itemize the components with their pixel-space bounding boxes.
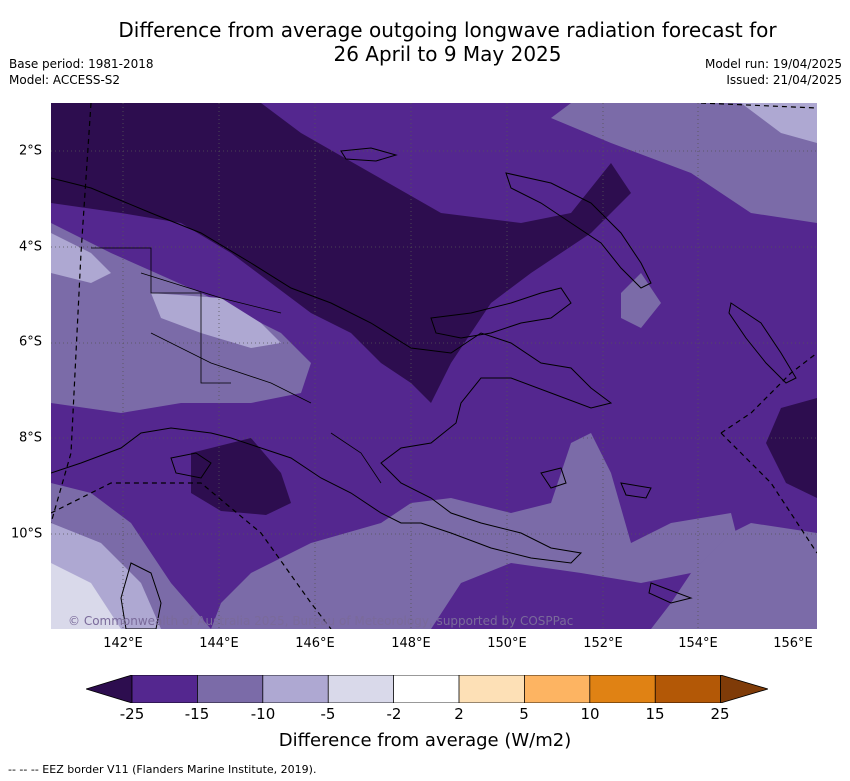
borders	[91, 247, 382, 484]
cb-label-25: 25	[710, 705, 730, 723]
map-panel	[51, 103, 817, 629]
contour-deep-south	[191, 438, 291, 515]
border-4	[330, 432, 382, 484]
model-run: Model run: 19/04/2025	[704, 57, 842, 71]
copyright-notice: © Commonwealth of Australia 2025, Bureau…	[68, 614, 574, 628]
x-tick-152: 152°E	[583, 636, 623, 651]
cb-label-m5: -5	[320, 705, 336, 723]
y-tick-10s: 10°S	[11, 526, 43, 542]
manus-coast	[340, 147, 398, 162]
x-tick-142: 142°E	[103, 636, 143, 651]
contour-se-patch	[651, 523, 817, 629]
colorbar-bin-5-10	[524, 675, 590, 703]
colorbar-dividers	[197, 675, 656, 703]
fly-delta	[170, 452, 212, 479]
map-title: Difference from average outgoing longwav…	[60, 18, 835, 66]
eez-east-2	[720, 432, 817, 554]
eez-south	[51, 482, 332, 629]
colorbar-bin-5-2	[328, 675, 394, 703]
colorbar-frame	[131, 675, 721, 703]
border-3	[150, 332, 312, 404]
new-britain-coast	[430, 287, 572, 339]
colorbar-bin-10-5	[262, 675, 329, 703]
cb-label-m10: -10	[250, 705, 276, 723]
x-tick-156: 156°E	[773, 636, 813, 651]
footer-note: -- -- -- EEZ border V11 (Flanders Marine…	[8, 763, 317, 776]
eez-borders	[51, 103, 817, 629]
y-tick-6s: 6°S	[19, 334, 43, 350]
cb-label-2: 2	[454, 705, 464, 723]
issued-date: Issued: 21/04/2025	[726, 73, 842, 87]
x-tick-144: 144°E	[199, 636, 239, 651]
new-guinea-coast	[51, 177, 613, 564]
colorbar-extend-high	[720, 675, 768, 703]
model-name: Model: ACCESS-S2	[9, 73, 121, 87]
colorbar-bin-10-15	[589, 675, 656, 703]
y-tick-2s: 2°S	[19, 143, 43, 159]
x-tick-150: 150°E	[487, 636, 527, 651]
contour-sw-palest	[51, 563, 121, 629]
eez-east	[720, 352, 817, 434]
louisiade-islands	[648, 582, 693, 604]
title-line-2: 26 April to 9 May 2025	[333, 42, 562, 66]
eez-ne	[700, 103, 817, 109]
cb-label-15: 15	[645, 705, 665, 723]
cb-label-10: 10	[580, 705, 600, 723]
base-period: Base period: 1981-2018	[9, 57, 154, 71]
solomon-island-1	[540, 467, 567, 489]
cb-label-5: 5	[519, 705, 529, 723]
title-line-1: Difference from average outgoing longwav…	[118, 18, 777, 42]
colorbar-bin-15-10	[197, 675, 263, 703]
contour-south-band	[211, 433, 741, 629]
contour-deep-north	[51, 103, 631, 403]
colorbar-bin-25-15	[132, 675, 198, 703]
colorbar-title: Difference from average (W/m2)	[278, 730, 572, 751]
contour-center-light	[151, 293, 281, 348]
contour-small-patch	[621, 273, 661, 328]
x-tick-146: 146°E	[295, 636, 335, 651]
australia-tip	[120, 562, 162, 629]
cb-label-m25: -25	[119, 705, 145, 723]
coastlines	[51, 147, 797, 629]
y-tick-4s: 4°S	[19, 239, 43, 255]
olr-anomaly-map	[51, 103, 817, 629]
meta-right: Model run: 19/04/2025 Issued: 21/04/2025	[705, 56, 842, 88]
y-tick-8s: 8°S	[19, 430, 43, 446]
eez-west	[51, 103, 92, 524]
colorbar-bin-2-5	[459, 675, 525, 703]
solomon-island-2	[620, 482, 652, 499]
colorbar-extend-low	[86, 675, 133, 703]
contour-ne-light	[741, 103, 817, 143]
cb-label-m2: -2	[386, 705, 402, 723]
border-1	[91, 247, 231, 384]
colorbar-bin-15-25	[655, 675, 721, 703]
contour-ne-corner	[551, 103, 817, 223]
colorbar-bin-2-2	[393, 675, 459, 703]
colorbar	[86, 675, 768, 703]
contour-deep-east	[766, 398, 817, 498]
cb-label-m15: -15	[184, 705, 210, 723]
meta-left: Base period: 1981-2018 Model: ACCESS-S2	[9, 56, 154, 88]
border-2	[140, 272, 282, 314]
x-tick-148: 148°E	[391, 636, 431, 651]
x-tick-154: 154°E	[678, 636, 718, 651]
bougainville-coast	[728, 302, 797, 384]
new-ireland-coast	[505, 172, 652, 289]
